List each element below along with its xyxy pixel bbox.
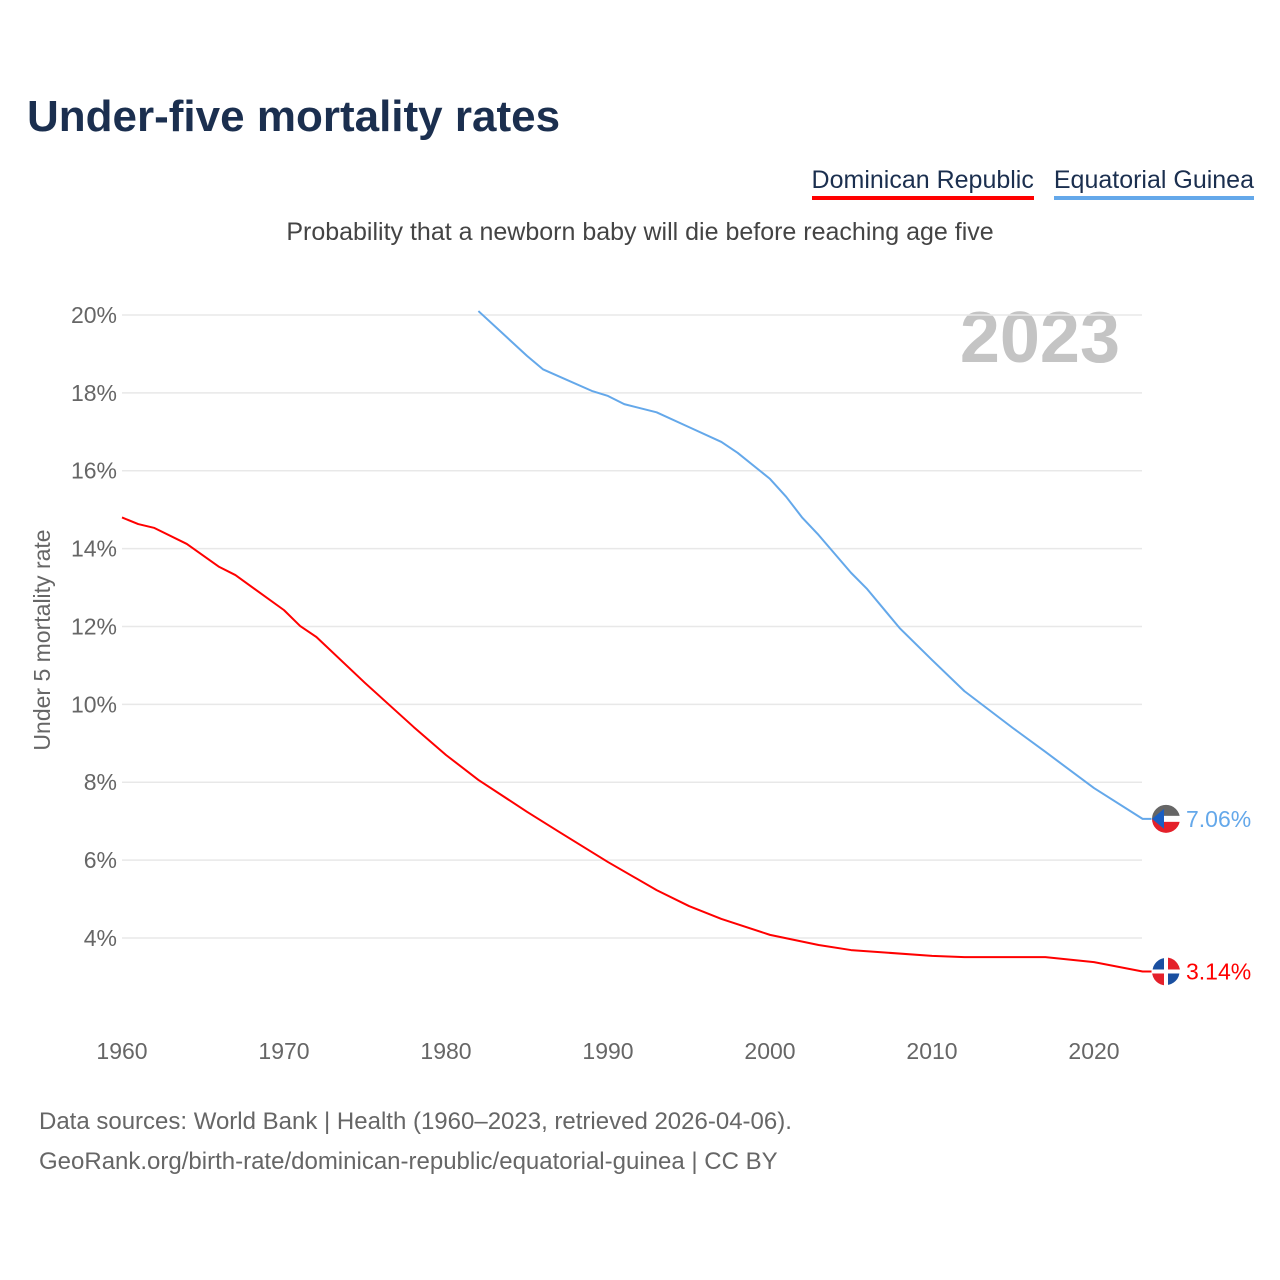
flag-cross xyxy=(1164,957,1168,986)
x-tick-label: 2010 xyxy=(906,1038,957,1064)
end-value-label-dominican-republic: 3.14% xyxy=(1186,958,1251,984)
flag-triangle xyxy=(1152,808,1164,829)
x-tick-label: 1970 xyxy=(258,1038,309,1064)
series-line-dominican-republic xyxy=(121,516,1167,973)
chart-title: Under-five mortality rates xyxy=(27,92,561,141)
x-tick-label: 2000 xyxy=(744,1038,795,1064)
x-tick-label: 2020 xyxy=(1068,1038,1119,1064)
y-tick-label: 18% xyxy=(71,380,117,406)
y-tick-label: 4% xyxy=(84,925,117,951)
source-line-1: Data sources: World Bank | Health (1960–… xyxy=(39,1108,792,1135)
source-line-2: GeoRank.org/birth-rate/dominican-republi… xyxy=(39,1148,778,1175)
y-tick-label: 20% xyxy=(71,302,117,328)
x-tick-label: 1980 xyxy=(420,1038,471,1064)
y-tick-label: 10% xyxy=(71,691,117,717)
y-tick-label: 6% xyxy=(84,847,117,873)
y-tick-label: 12% xyxy=(71,613,117,639)
year-watermark: 2023 xyxy=(960,298,1120,378)
legend-item-dominican-republic[interactable]: Dominican Republic xyxy=(811,166,1034,200)
y-axis-label: Under 5 mortality rate xyxy=(29,529,55,750)
flag-quadrant xyxy=(1152,971,1166,986)
y-tick-label: 14% xyxy=(71,536,117,562)
flag-band xyxy=(1162,815,1180,822)
legend: Dominican Republic Equatorial Guinea xyxy=(811,166,1254,200)
x-tick-label: 1990 xyxy=(582,1038,633,1064)
end-value-label-equatorial-guinea: 7.06% xyxy=(1186,806,1251,832)
flag-quadrant xyxy=(1166,957,1181,972)
y-tick-label: 16% xyxy=(71,458,117,484)
series-line-equatorial-guinea xyxy=(477,310,1167,820)
x-tick-label: 1960 xyxy=(96,1038,147,1064)
y-tick-label: 8% xyxy=(84,769,117,795)
chart-subtitle: Probability that a newborn baby will die… xyxy=(286,218,994,246)
legend-item-equatorial-guinea[interactable]: Equatorial Guinea xyxy=(1053,166,1254,200)
